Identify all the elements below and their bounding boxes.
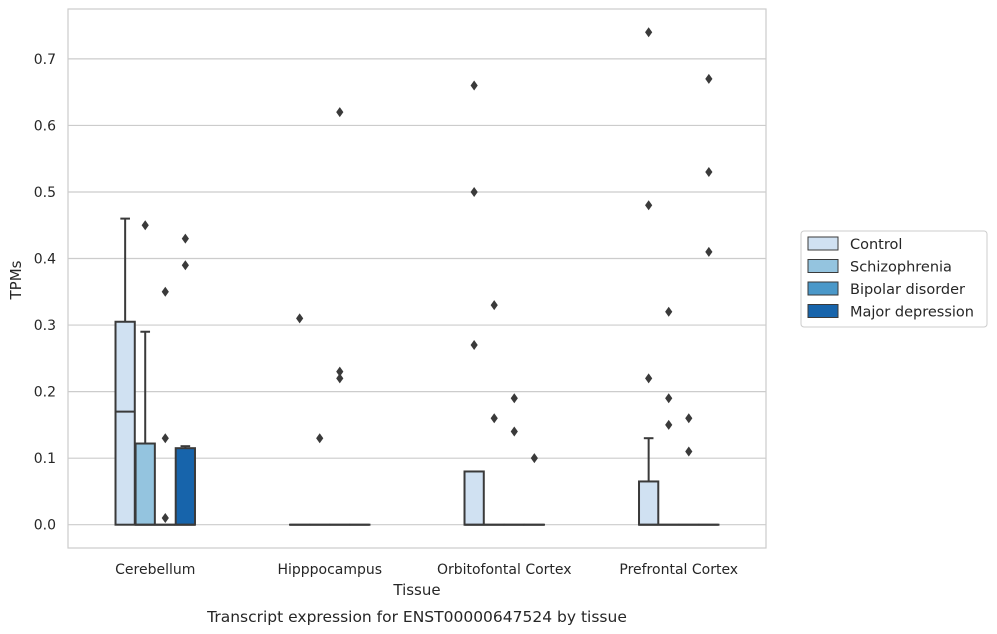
legend-label: Schizophrenia: [850, 260, 952, 276]
legend-frame: [800, 230, 988, 328]
outlier-point: [645, 373, 653, 384]
legend-label: Control: [850, 237, 902, 253]
box-body: [134, 442, 156, 526]
outlier-point: [645, 200, 653, 211]
y-tick-label: 0.0: [34, 518, 56, 534]
y-tick-label: 0.3: [34, 318, 56, 334]
outlier-point: [665, 393, 673, 404]
outlier-point: [336, 366, 344, 377]
outlier-point: [685, 446, 693, 457]
outlier-point: [665, 419, 673, 430]
legend-label: Bipolar disorder: [850, 282, 965, 298]
y-tick-label: 0.6: [34, 118, 56, 134]
y-tick-label: 0.2: [34, 385, 56, 401]
outlier-point: [705, 246, 713, 257]
box-control: [463, 470, 485, 526]
outlier-point: [490, 300, 498, 311]
x-tick-labels: Cerebellum Hipppocampus Orbitofontal Corte…: [115, 562, 738, 578]
chart-caption: Transcript expression for ENST0000064752…: [206, 608, 627, 626]
legend-swatch: [807, 236, 839, 251]
box-schizophrenia: [134, 330, 156, 526]
box-body: [114, 320, 136, 526]
outlier-point: [181, 233, 189, 244]
outlier-point: [645, 27, 653, 38]
y-tick-label: 0.1: [34, 451, 56, 467]
y-tick-labels: 0.0 0.1 0.2 0.3 0.4 0.5 0.6 0.7: [34, 52, 56, 534]
outlier-point: [470, 186, 478, 197]
outlier-points: [141, 27, 713, 524]
outlier-point: [161, 513, 169, 524]
legend-label: Major depression: [850, 305, 974, 321]
outlier-point: [316, 433, 324, 444]
outlier-point: [470, 340, 478, 351]
outlier-point: [470, 80, 478, 91]
box-control: [114, 217, 136, 526]
x-tick-label: Cerebellum: [115, 562, 195, 578]
box-series: [114, 217, 720, 526]
legend-swatch: [807, 304, 839, 318]
outlier-point: [705, 167, 713, 178]
y-gridlines: [68, 58, 766, 526]
plot-area-frame: [67, 8, 767, 549]
outlier-point: [665, 306, 673, 317]
y-tick-label: 0.4: [34, 252, 56, 268]
x-tick-label: Orbitofontal Cortex: [437, 562, 572, 578]
y-tick-label: 0.5: [34, 185, 56, 201]
outlier-point: [336, 373, 344, 384]
outlier-point: [296, 313, 304, 324]
y-axis-title: TPMs: [7, 260, 25, 300]
legend-swatch: [807, 281, 839, 296]
x-tick-label: Hipppocampus: [277, 562, 382, 578]
x-axis-title: Tissue: [392, 581, 440, 599]
outlier-point: [181, 260, 189, 271]
box-body: [174, 447, 196, 526]
outlier-point: [490, 413, 498, 424]
outlier-point: [530, 453, 538, 464]
outlier-point: [141, 220, 149, 231]
y-tick-label: 0.7: [34, 52, 56, 68]
outlier-point: [510, 426, 518, 437]
outlier-point: [685, 413, 693, 424]
box-body: [638, 480, 660, 526]
outlier-point: [510, 393, 518, 404]
box-control: [638, 437, 660, 526]
outlier-point: [336, 107, 344, 118]
box-major-depression: [174, 445, 196, 526]
outlier-point: [161, 433, 169, 444]
x-tick-label: Prefrontal Cortex: [619, 562, 738, 578]
box-body: [463, 470, 485, 526]
outlier-point: [161, 286, 169, 297]
legend: Control Schizophrenia Bipolar disorder Majo…: [800, 230, 988, 328]
legend-swatch: [807, 259, 839, 273]
outlier-point: [705, 73, 713, 84]
